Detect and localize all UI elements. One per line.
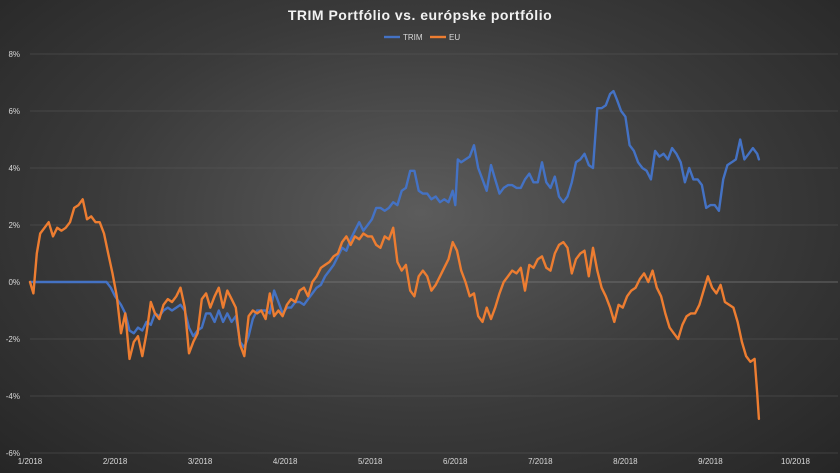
legend-label-eu: EU (449, 33, 460, 42)
series-layer (28, 89, 761, 420)
chart-title: TRIM Portfólio vs. európske portfólio (288, 7, 552, 23)
gridlines (30, 53, 838, 454)
x-tick-label: 2/2018 (103, 457, 128, 466)
y-tick-label: 0% (8, 278, 20, 287)
x-tick-label: 3/2018 (188, 457, 213, 466)
x-tick-label: 5/2018 (358, 457, 383, 466)
legend-label-trim: TRIM (403, 33, 423, 42)
legend: TRIM EU (384, 33, 460, 42)
x-tick-label: 8/2018 (613, 457, 638, 466)
x-tick-label: 6/2018 (443, 457, 468, 466)
y-tick-label: 2% (8, 221, 20, 230)
y-tick-label: 8% (8, 50, 20, 59)
y-tick-label: -6% (6, 449, 20, 458)
x-tick-label: 1/2018 (18, 457, 43, 466)
series-line-eu (28, 198, 761, 420)
series-line-trim (28, 89, 761, 349)
x-tick-label: 9/2018 (698, 457, 723, 466)
x-tick-label: 4/2018 (273, 457, 298, 466)
x-tick-label: 7/2018 (528, 457, 553, 466)
y-tick-label: 6% (8, 107, 20, 116)
y-tick-label: -4% (6, 392, 20, 401)
y-tick-label: -2% (6, 335, 20, 344)
y-tick-label: 4% (8, 164, 20, 173)
x-axis-ticks: 1/2018 2/2018 3/2018 4/2018 5/2018 6/2018 7/20… (18, 457, 811, 466)
x-tick-label: 10/2018 (781, 457, 810, 466)
y-axis-ticks: -6% -4% -2% 0% 2% 4% 6% 8% (6, 50, 20, 458)
